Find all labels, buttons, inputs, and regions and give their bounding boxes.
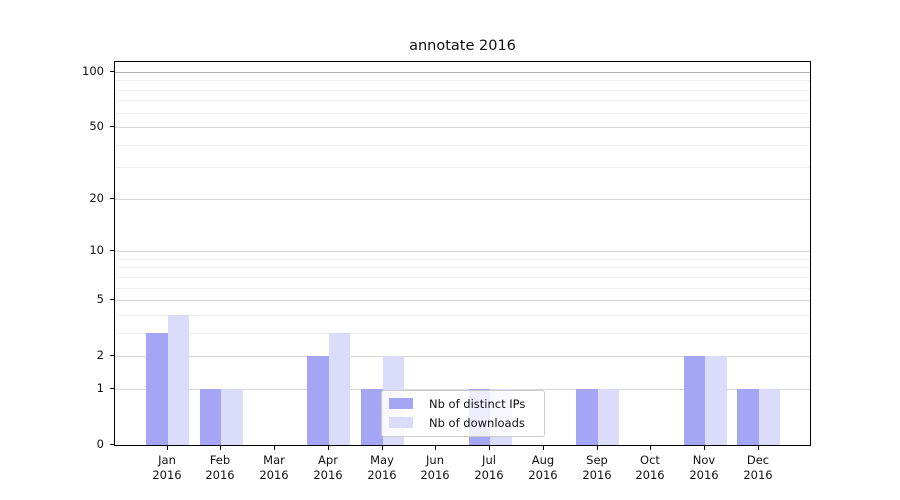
y-minor-gridline	[115, 288, 810, 289]
y-major-gridline	[115, 127, 810, 128]
x-tick-mark	[435, 446, 436, 450]
bar-downloads	[328, 333, 351, 445]
y-minor-gridline	[115, 167, 810, 168]
x-tick-mark	[650, 446, 651, 450]
legend-entry-distinct-ips: Nb of distinct IPs	[389, 394, 537, 413]
bar-downloads	[705, 356, 727, 445]
y-tick-mark	[110, 299, 114, 300]
y-major-gridline	[115, 251, 810, 252]
y-tick-mark	[110, 388, 114, 389]
y-tick-label: 0	[96, 437, 104, 451]
y-minor-gridline	[115, 259, 810, 260]
x-tick-mark	[543, 446, 544, 450]
x-tick-mark	[382, 446, 383, 450]
y-minor-gridline	[115, 267, 810, 268]
y-tick-mark	[110, 198, 114, 199]
bar-distinct-ips	[737, 389, 759, 445]
x-tick-label: Dec 2016	[743, 453, 773, 482]
y-major-gridline	[115, 389, 810, 390]
x-tick-mark	[220, 446, 221, 450]
legend-swatch-downloads	[389, 417, 413, 428]
y-tick-label: 20	[89, 190, 104, 205]
y-tick-label: 2	[96, 348, 104, 363]
x-tick-label: Oct 2016	[635, 453, 665, 482]
y-minor-gridline	[115, 315, 810, 316]
x-tick-label: Nov 2016	[689, 453, 719, 482]
y-major-gridline	[115, 356, 810, 357]
x-tick-mark	[328, 446, 329, 450]
y-tick-mark	[110, 250, 114, 251]
bar-distinct-ips	[199, 389, 222, 445]
x-tick-mark	[167, 446, 168, 450]
x-tick-mark	[597, 446, 598, 450]
legend-label-downloads: Nb of downloads	[429, 415, 525, 430]
y-minor-gridline	[115, 277, 810, 278]
legend-entry-downloads: Nb of downloads	[389, 413, 537, 432]
legend: Nb of distinct IPs Nb of downloads	[381, 390, 545, 437]
y-major-gridline	[115, 72, 810, 73]
x-tick-label: Apr 2016	[313, 453, 343, 482]
x-tick-label: Jan 2016	[152, 453, 182, 482]
y-minor-gridline	[115, 100, 810, 101]
x-tick-mark	[704, 446, 705, 450]
y-tick-mark	[110, 126, 114, 127]
y-tick-mark	[110, 444, 114, 445]
y-major-gridline	[115, 300, 810, 301]
y-minor-gridline	[115, 145, 810, 146]
y-minor-gridline	[115, 113, 810, 114]
bar-downloads	[167, 314, 190, 445]
y-major-gridline	[115, 199, 810, 200]
y-tick-mark	[110, 71, 114, 72]
x-tick-label: Jul 2016	[474, 453, 504, 482]
y-tick-label: 5	[96, 292, 104, 307]
x-tick-mark	[489, 446, 490, 450]
bar-downloads	[221, 389, 243, 445]
x-tick-mark	[274, 446, 275, 450]
y-minor-gridline	[115, 80, 810, 81]
bar-distinct-ips	[361, 389, 383, 445]
bar-downloads	[758, 389, 781, 445]
y-tick-label: 10	[89, 243, 104, 258]
x-tick-label: Sep 2016	[582, 453, 612, 482]
y-tick-label: 100	[82, 64, 104, 78]
x-tick-label: May 2016	[367, 453, 397, 482]
y-tick-mark	[110, 355, 114, 356]
y-minor-gridline	[115, 90, 810, 91]
y-minor-gridline	[115, 333, 810, 334]
bar-distinct-ips	[307, 356, 329, 445]
bar-downloads	[597, 389, 620, 445]
bar-distinct-ips	[683, 356, 706, 445]
legend-swatch-distinct-ips	[389, 398, 413, 409]
x-tick-label: Jun 2016	[420, 453, 450, 482]
bar-distinct-ips	[576, 389, 598, 445]
chart-title: annotate 2016	[409, 38, 516, 54]
y-tick-label: 1	[96, 380, 104, 395]
bar-distinct-ips	[146, 333, 168, 445]
x-tick-label: Feb 2016	[205, 453, 235, 482]
y-tick-label: 50	[89, 119, 104, 134]
x-tick-label: Aug 2016	[528, 453, 558, 482]
legend-label-distinct-ips: Nb of distinct IPs	[429, 396, 526, 411]
x-tick-mark	[758, 446, 759, 450]
plot-area	[114, 61, 811, 446]
x-tick-label: Mar 2016	[259, 453, 289, 482]
